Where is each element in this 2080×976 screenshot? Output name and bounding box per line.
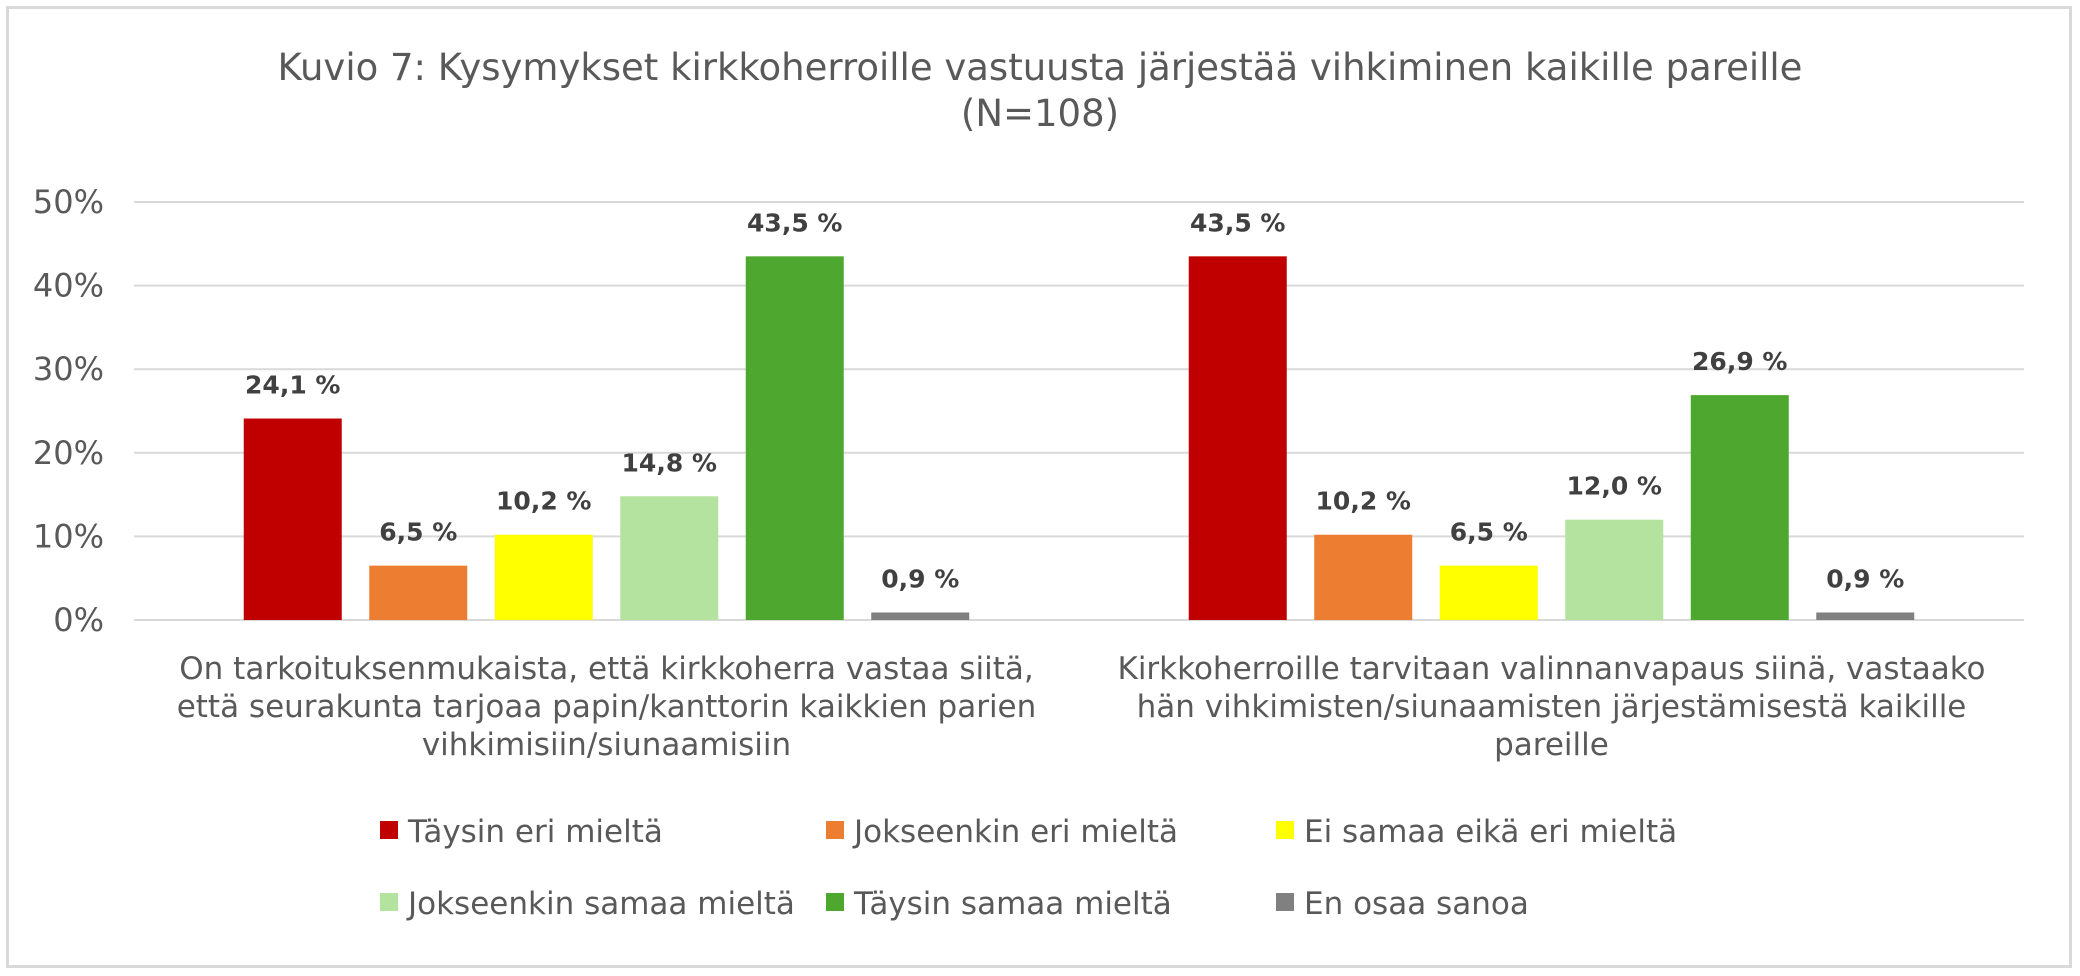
legend-swatch: [380, 893, 398, 911]
data-label: 10,2 %: [496, 487, 591, 516]
data-labels: 24,1 % 6,5 % 10,2 % 14,8 % 43,5 % 0,9 % 43,5 %…: [245, 208, 1904, 593]
legend-label: Ei samaa eikä eri mieltä: [1304, 814, 1677, 850]
bar-2-5: [1690, 395, 1789, 620]
category-label: hän vihkimisten/siunaamisten järjestämis…: [1137, 689, 1967, 725]
data-label: 0,9 %: [1826, 564, 1904, 593]
data-label: 0,9 %: [881, 564, 959, 593]
data-label: 10,2 %: [1316, 487, 1411, 516]
data-label: 26,9 %: [1692, 347, 1787, 376]
bar-1-1: [243, 418, 342, 620]
chart-title: Kuvio 7: Kysymykset kirkkoherroille vast…: [278, 46, 1803, 135]
bar-2-2: [1314, 534, 1413, 620]
bar-1-6: [871, 612, 970, 620]
bar-2-6: [1816, 612, 1915, 620]
y-tick-label: 0%: [53, 601, 104, 639]
data-label: 14,8 %: [622, 448, 717, 477]
bar-2-1: [1188, 256, 1287, 620]
y-tick-label: 10%: [33, 517, 104, 555]
y-tick-label: 20%: [33, 434, 104, 472]
bar-1-2: [369, 565, 468, 620]
chart-title-line: (N=108): [961, 92, 1119, 135]
data-label: 6,5 %: [1450, 518, 1528, 547]
y-tick-label: 30%: [33, 350, 104, 388]
data-label: 43,5 %: [1190, 208, 1285, 237]
bar-1-4: [620, 496, 719, 620]
category-label: vihkimisiin/siunaamisiin: [422, 727, 791, 763]
legend-label: En osaa sanoa: [1304, 886, 1529, 922]
category-label: Kirkkoherroille tarvitaan valinnanvapaus…: [1117, 651, 1985, 687]
bars: [243, 256, 1915, 620]
data-label: 24,1 %: [245, 371, 340, 400]
bar-1-3: [494, 534, 593, 620]
legend-label: Jokseenkin samaa mieltä: [406, 886, 795, 922]
category-label: että seurakunta tarjoaa papin/kanttorin …: [177, 689, 1037, 725]
legend-swatch: [1276, 893, 1294, 911]
legend-label: Täysin samaa mieltä: [853, 886, 1172, 922]
category-labels: On tarkoituksenmukaista, että kirkkoherr…: [177, 651, 1986, 763]
y-tick-label: 50%: [33, 183, 104, 221]
category-label: On tarkoituksenmukaista, että kirkkoherr…: [179, 651, 1033, 687]
chart-title-line: Kuvio 7: Kysymykset kirkkoherroille vast…: [278, 46, 1803, 89]
y-tick-label: 40%: [33, 267, 104, 305]
legend-swatch: [380, 821, 398, 839]
bar-2-4: [1565, 519, 1664, 620]
category-label: pareille: [1494, 727, 1609, 763]
legend-swatch: [826, 821, 844, 839]
y-axis-tick-labels: 0% 10% 20% 30% 40% 50%: [33, 183, 104, 639]
legend-label: Jokseenkin eri mieltä: [852, 814, 1178, 850]
bar-2-3: [1439, 565, 1538, 620]
data-label: 12,0 %: [1567, 472, 1662, 501]
data-label: 43,5 %: [747, 208, 842, 237]
data-label: 6,5 %: [379, 518, 457, 547]
legend-swatch: [1276, 821, 1294, 839]
legend-label: Täysin eri mieltä: [407, 814, 663, 850]
legend-swatch: [826, 893, 844, 911]
legend: Täysin eri mieltä Jokseenkin eri mieltä Ei…: [380, 814, 1677, 922]
bar-1-5: [745, 256, 844, 620]
